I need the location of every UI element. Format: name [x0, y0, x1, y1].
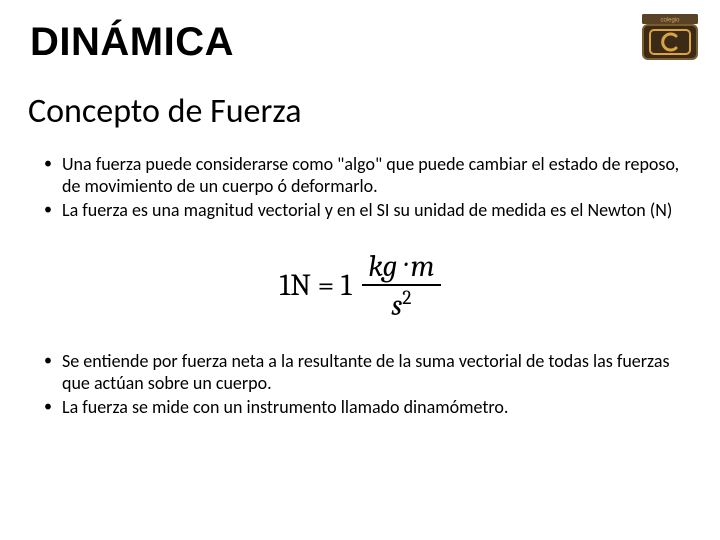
- logo-top-text: colegio: [660, 18, 680, 24]
- bullet-list-top: Una fuerza puede considerarse como "algo…: [34, 154, 686, 222]
- page-subtitle: Concepto de Fuerza: [28, 91, 686, 132]
- formula-fraction: kg · m s2: [362, 252, 440, 321]
- formula-numerator: kg · m: [362, 252, 440, 286]
- list-item: La fuerza es una magnitud vectorial y en…: [40, 200, 686, 222]
- formula-lhs: 1N = 1: [279, 271, 351, 301]
- newton-formula: 1N = 1 kg · m s2: [279, 252, 440, 321]
- formula-block: 1N = 1 kg · m s2: [34, 252, 686, 321]
- school-logo: colegio: [642, 14, 698, 60]
- formula-denom-base: s: [391, 288, 402, 323]
- formula-denom-exp: 2: [402, 286, 411, 309]
- list-item: Se entiende por fuerza neta a la resulta…: [40, 351, 686, 395]
- bullet-list-bottom: Se entiende por fuerza neta a la resulta…: [34, 351, 686, 419]
- list-item: Una fuerza puede considerarse como "algo…: [40, 154, 686, 198]
- slide: colegio DINÁMICA Concepto de Fuerza Una …: [0, 0, 720, 540]
- formula-denominator: s2: [362, 286, 440, 321]
- page-title: DINÁMICA: [30, 20, 686, 65]
- list-item: La fuerza se mide con un instrumento lla…: [40, 397, 686, 419]
